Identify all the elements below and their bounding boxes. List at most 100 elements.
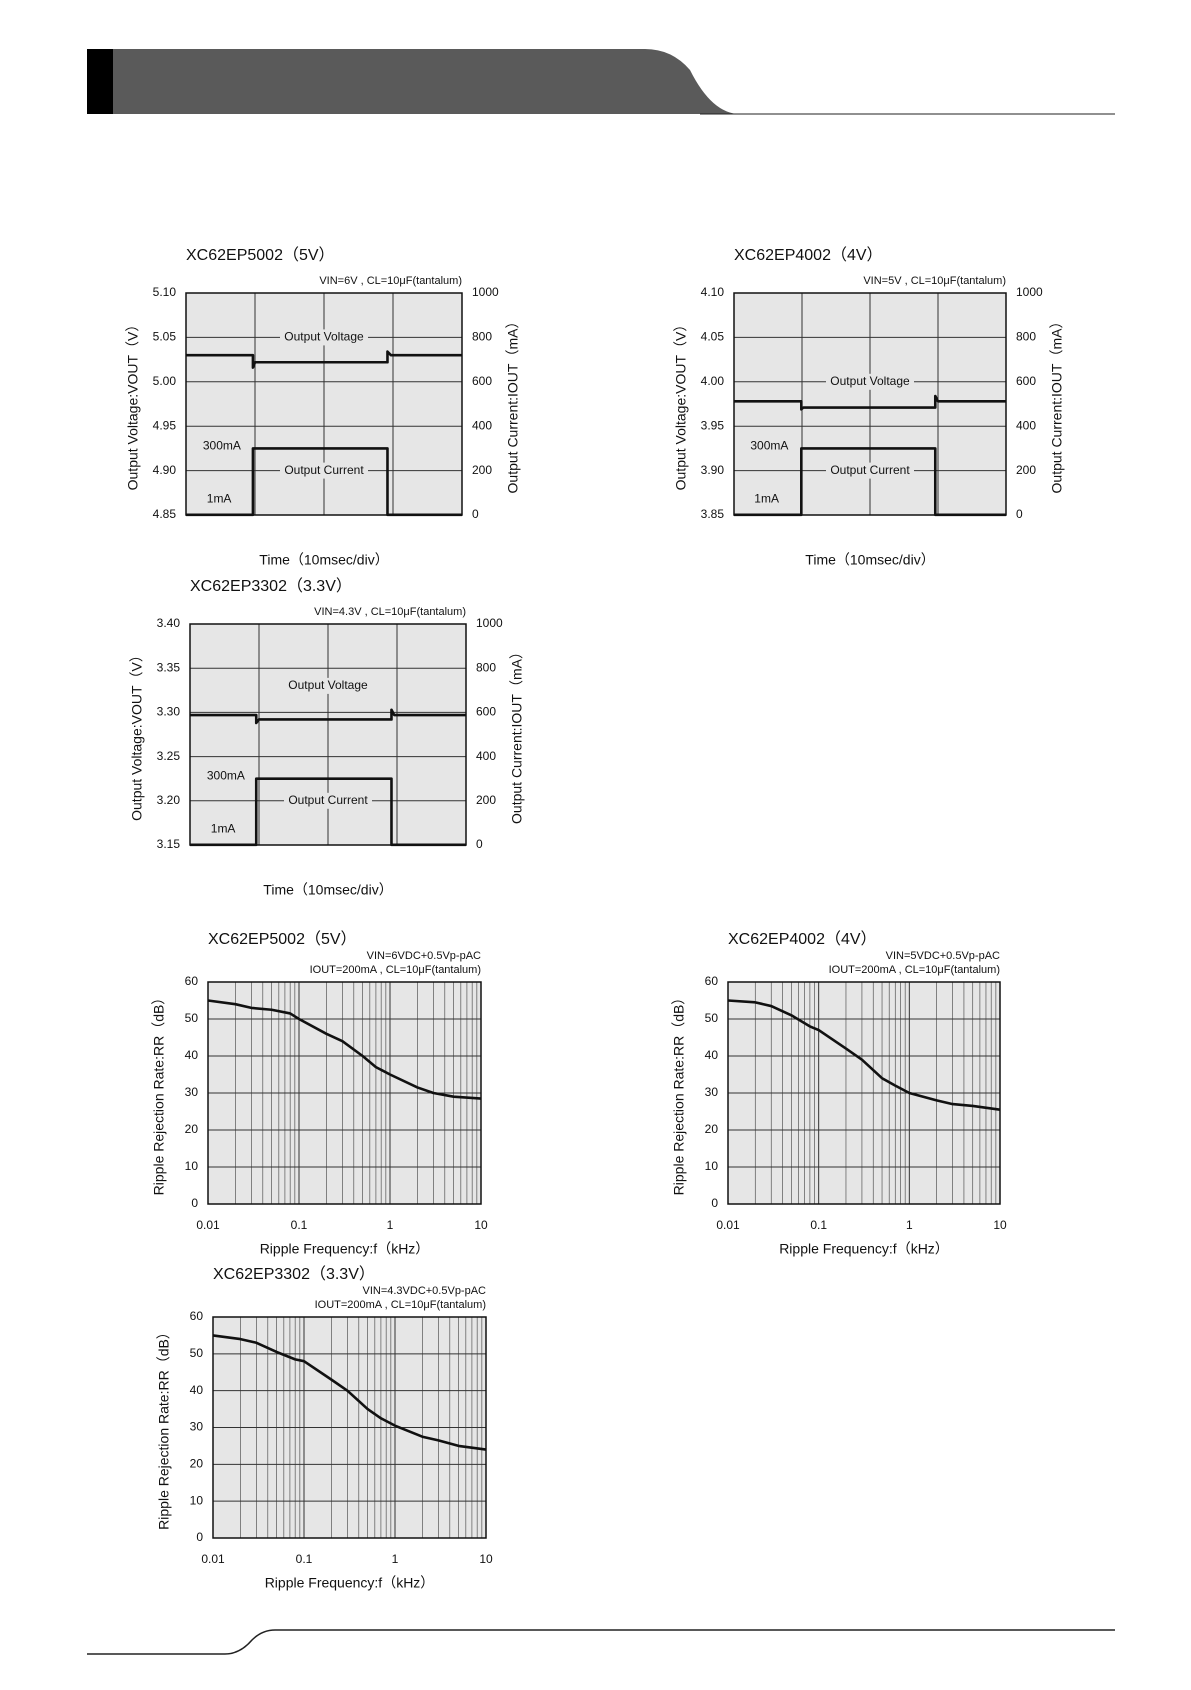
annotation: 1mA — [207, 492, 232, 506]
annotation-bg — [284, 792, 372, 809]
y-axis-label: Ripple Rejection Rate:RR（dB） — [671, 991, 687, 1196]
y-tick-label: 50 — [190, 1346, 204, 1360]
y-tick-label: 3.15 — [157, 837, 181, 851]
y-tick-label: 40 — [185, 1048, 199, 1062]
y2-tick-label: 400 — [472, 418, 492, 432]
chart-subtitle: VIN=6VDC+0.5Vp-pAC — [367, 950, 481, 962]
y-tick-label: 60 — [185, 974, 199, 988]
annotation: Output Voltage — [284, 330, 364, 344]
y-tick-label: 20 — [190, 1457, 204, 1471]
y-tick-label: 40 — [190, 1383, 204, 1397]
series-line — [734, 447, 1006, 517]
x-tick-label: 0.01 — [716, 1218, 740, 1232]
x-tick-label: 1 — [392, 1552, 399, 1566]
series-line — [207, 999, 482, 1100]
y2-tick-label: 0 — [1016, 507, 1023, 521]
annotation: Output Voltage — [830, 374, 910, 388]
y-tick-label: 50 — [185, 1011, 199, 1025]
plot-frame — [733, 292, 1007, 516]
y-tick-label: 5.10 — [153, 285, 177, 299]
chart-subtitle: IOUT=200mA , CL=10μF(tantalum) — [315, 1299, 486, 1311]
y2-tick-label: 400 — [476, 749, 496, 763]
y-tick-label: 5.05 — [153, 330, 177, 344]
x-tick-label: 0.1 — [296, 1552, 313, 1566]
header-band — [113, 49, 740, 114]
y2-axis-label: Output Current:IOUT（mA） — [1049, 315, 1065, 494]
y-tick-label: 0 — [196, 1530, 203, 1544]
y-tick-label: 50 — [705, 1011, 719, 1025]
chart-subtitle: VIN=4.3V , CL=10μF(tantalum) — [314, 606, 466, 618]
y-tick-label: 3.35 — [157, 660, 181, 674]
y-tick-label: 3.20 — [157, 793, 181, 807]
chart-title: XC62EP3302（3.3V） — [190, 577, 352, 595]
y-tick-label: 3.30 — [157, 705, 181, 719]
y2-tick-label: 400 — [1016, 418, 1036, 432]
series-line — [186, 447, 462, 517]
x-tick-label: 0.01 — [201, 1552, 225, 1566]
annotation-bg — [284, 677, 372, 694]
y-tick-label: 30 — [705, 1085, 719, 1099]
y2-tick-label: 1000 — [1016, 285, 1043, 299]
y-tick-label: 0 — [191, 1196, 198, 1210]
y2-tick-label: 800 — [472, 330, 492, 344]
chart-subtitle: VIN=6V , CL=10μF(tantalum) — [319, 275, 462, 287]
annotation: Output Current — [288, 793, 368, 807]
y-tick-label: 60 — [705, 974, 719, 988]
plot-frame — [207, 981, 482, 1205]
x-tick-label: 0.01 — [196, 1218, 220, 1232]
annotation: 300mA — [750, 438, 788, 452]
annotation: 1mA — [211, 822, 236, 836]
y-axis-label: Output Voltage:VOUT（V） — [673, 318, 689, 491]
x-axis-label: Time（10msec/div） — [805, 552, 934, 568]
chart-subtitle: IOUT=200mA , CL=10μF(tantalum) — [310, 964, 481, 976]
y-tick-label: 40 — [705, 1048, 719, 1062]
y2-tick-label: 600 — [472, 374, 492, 388]
x-tick-label: 10 — [474, 1218, 488, 1232]
annotation-bg — [280, 462, 368, 479]
y2-tick-label: 1000 — [476, 616, 503, 630]
y-tick-label: 10 — [705, 1159, 719, 1173]
series-line — [190, 777, 466, 847]
y-tick-label: 60 — [190, 1309, 204, 1323]
header-tab — [87, 49, 113, 114]
x-axis-label: Ripple Frequency:f（kHz） — [265, 1575, 435, 1591]
annotation: Output Current — [284, 463, 364, 477]
y-tick-label: 5.00 — [153, 374, 177, 388]
annotation-bg — [826, 462, 914, 479]
y-tick-label: 10 — [185, 1159, 199, 1173]
x-tick-label: 1 — [906, 1218, 913, 1232]
series-line — [734, 394, 1006, 411]
x-axis-label: Ripple Frequency:f（kHz） — [260, 1241, 430, 1257]
plot-frame — [212, 1316, 487, 1539]
series-line — [186, 350, 462, 369]
y-tick-label: 3.40 — [157, 616, 181, 630]
chart-title: XC62EP5002（5V） — [186, 246, 335, 264]
y2-tick-label: 600 — [1016, 374, 1036, 388]
y-tick-label: 4.00 — [701, 374, 725, 388]
x-tick-label: 1 — [387, 1218, 394, 1232]
x-tick-label: 0.1 — [810, 1218, 827, 1232]
plot-frame — [185, 292, 463, 516]
chart-subtitle: IOUT=200mA , CL=10μF(tantalum) — [829, 964, 1000, 976]
x-tick-label: 10 — [479, 1552, 493, 1566]
y-axis-label: Output Voltage:VOUT（V） — [129, 648, 145, 821]
y-tick-label: 3.25 — [157, 749, 181, 763]
chart-subtitle: VIN=5V , CL=10μF(tantalum) — [863, 275, 1006, 287]
footer-rule — [87, 1629, 1115, 1655]
y-tick-label: 3.95 — [701, 418, 725, 432]
y2-axis-label: Output Current:IOUT（mA） — [509, 645, 525, 824]
annotation: 300mA — [207, 769, 245, 783]
annotation: 300mA — [203, 438, 241, 452]
series-line — [190, 708, 466, 725]
y-tick-label: 4.95 — [153, 418, 177, 432]
y-tick-label: 30 — [185, 1085, 199, 1099]
y2-tick-label: 600 — [476, 705, 496, 719]
plot-frame — [189, 623, 467, 846]
y2-tick-label: 200 — [1016, 463, 1036, 477]
annotation: Output Current — [830, 463, 910, 477]
y-axis-label: Output Voltage:VOUT（V） — [125, 318, 141, 491]
chart-title: XC62EP3302（3.3V） — [213, 1265, 375, 1283]
chart-subtitle: VIN=5VDC+0.5Vp-pAC — [886, 950, 1000, 962]
